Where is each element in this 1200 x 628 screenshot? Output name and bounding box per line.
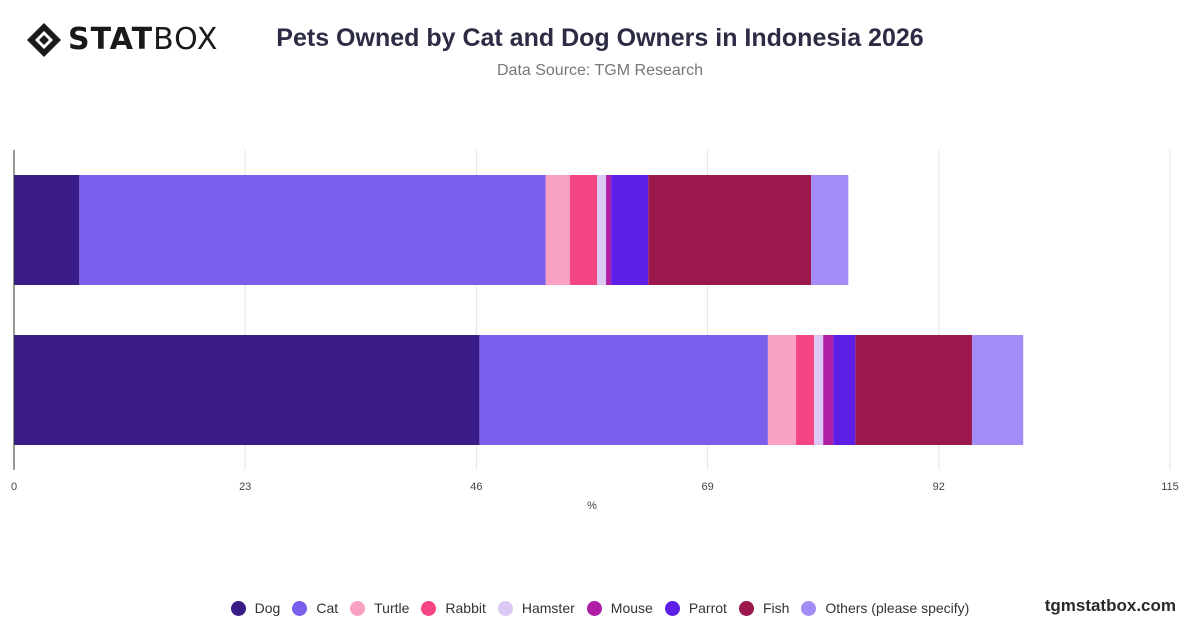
logo-wordmark-bold: STAT: [68, 22, 154, 57]
chart-legend: Dog Cat Turtle Rabbit Hamster Mouse Parrot Fish…: [0, 600, 1200, 616]
legend-label: Rabbit: [445, 600, 486, 616]
diamond-logo-icon: [27, 23, 61, 57]
legend-swatch: [421, 600, 437, 616]
chart-subtitle: Data Source: TGM Research: [496, 62, 703, 79]
legend-swatch: [350, 600, 366, 616]
legend-swatch: [497, 600, 513, 616]
legend-item[interactable]: Hamster: [497, 600, 575, 616]
bar-segment: [796, 335, 815, 445]
legend-item[interactable]: Mouse: [586, 600, 653, 616]
x-tick-label: 69: [701, 481, 713, 493]
x-tick-label: 92: [933, 481, 945, 493]
legend-swatch: [586, 600, 602, 616]
bar-segment: [597, 175, 607, 285]
legend-item[interactable]: Rabbit: [421, 600, 486, 616]
bar-segment: [814, 335, 824, 445]
x-tick-label: 0: [11, 481, 17, 493]
legend-label: Parrot: [688, 600, 727, 616]
bar-segment: [855, 335, 972, 445]
site-url[interactable]: tgmstatbox.com: [1044, 596, 1176, 615]
x-tick-label: 46: [470, 481, 482, 493]
stacked-bar-chart: 0 23 46 69 92 115%: [11, 150, 1179, 512]
logo-wordmark-light: BOX: [153, 22, 219, 57]
bar-segment: [823, 335, 834, 445]
bar-segment: [479, 335, 768, 445]
bar-segment: [606, 175, 612, 285]
bar-segment: [811, 175, 849, 285]
bar-segment: [569, 175, 598, 285]
legend-item[interactable]: Turtle: [350, 600, 409, 616]
bar-segment: [545, 175, 570, 285]
legend-item[interactable]: Fish: [738, 600, 790, 616]
legend-swatch: [801, 600, 817, 616]
chart-title: Pets Owned by Cat and Dog Owners in Indo…: [276, 24, 924, 52]
x-axis-label: %: [587, 500, 597, 512]
legend-item[interactable]: Cat: [292, 600, 338, 616]
bar-segment: [833, 335, 856, 445]
legend-swatch: [292, 600, 308, 616]
legend-item[interactable]: Dog: [230, 600, 281, 616]
bar-segment: [14, 175, 80, 285]
bar-segment: [971, 335, 1024, 445]
legend-label: Turtle: [374, 600, 410, 616]
legend-label: Cat: [316, 600, 339, 616]
x-tick-label: 115: [1161, 481, 1179, 493]
legend-item[interactable]: Others (please specify): [801, 600, 969, 616]
legend-label: Dog: [254, 600, 281, 616]
bar-segment: [611, 175, 649, 285]
bar-segment: [648, 175, 812, 285]
bar-segment: [767, 335, 797, 445]
logo-wordmark: STATBOX: [68, 22, 218, 58]
statbox-logo: STATBOX: [26, 22, 218, 58]
legend-label: Fish: [762, 600, 790, 616]
legend-label: Others (please specify): [825, 600, 970, 616]
legend-swatch: [664, 600, 680, 616]
legend-swatch: [738, 600, 754, 616]
bar-segment: [79, 175, 546, 285]
x-tick-label: 23: [239, 481, 251, 493]
bar-segment: [14, 335, 480, 445]
legend-label: Mouse: [610, 600, 653, 616]
legend-label: Hamster: [521, 600, 575, 616]
legend-item[interactable]: Parrot: [664, 600, 727, 616]
legend-swatch: [230, 600, 246, 616]
